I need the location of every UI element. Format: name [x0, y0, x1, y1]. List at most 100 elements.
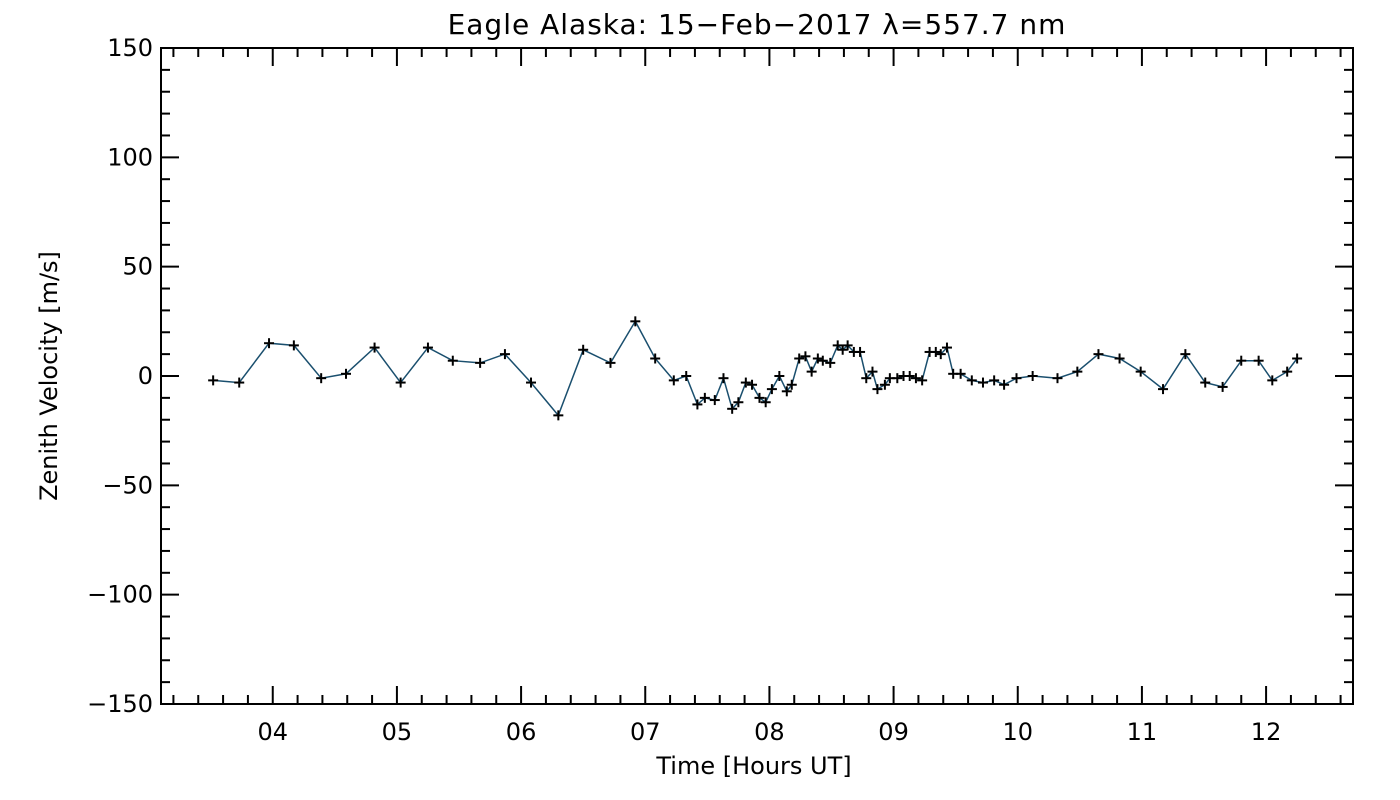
y-axis-label: Zenith Velocity [m/s] — [35, 251, 63, 501]
data-point — [1282, 366, 1293, 377]
data-point — [910, 373, 921, 384]
data-point — [526, 377, 537, 388]
data-point — [234, 377, 245, 388]
y-tick-label: 100 — [107, 143, 153, 171]
data-point — [832, 340, 843, 351]
data-point — [605, 357, 616, 368]
data-point — [812, 353, 823, 364]
data-point — [1052, 373, 1063, 384]
data-point — [709, 395, 720, 406]
data-point — [650, 353, 661, 364]
x-axis-label: Time [Hours UT] — [655, 752, 851, 780]
y-tick-label: 0 — [138, 362, 153, 390]
axis-ticks — [161, 47, 1353, 705]
data-point — [553, 410, 564, 421]
data-point — [1180, 349, 1191, 360]
data-point — [578, 344, 589, 355]
x-tick-label: 08 — [754, 718, 785, 746]
data-point — [861, 373, 872, 384]
plot-frame — [160, 47, 1354, 705]
data-point — [999, 379, 1010, 390]
data-point — [447, 355, 458, 366]
data-point — [733, 397, 744, 408]
data-point — [794, 353, 805, 364]
axis-tick-labels: −150 −100 −50 0 50 100 150 04 05 06 07 08 09 10 11 12 — [87, 34, 1281, 746]
data-point — [930, 346, 941, 357]
data-point — [1011, 373, 1022, 384]
data-point — [867, 366, 878, 377]
data-point — [668, 375, 679, 386]
data-point — [754, 392, 765, 403]
data-point — [786, 379, 797, 390]
data-point — [422, 342, 433, 353]
y-tick-label: 50 — [122, 253, 153, 281]
x-tick-label: 09 — [878, 718, 909, 746]
data-point — [288, 340, 299, 351]
data-point — [692, 399, 703, 410]
data-point — [1217, 381, 1228, 392]
data-point — [341, 368, 352, 379]
x-tick-label: 07 — [630, 718, 661, 746]
x-tick-label: 11 — [1127, 718, 1158, 746]
data-point — [872, 384, 883, 395]
data-point — [395, 377, 406, 388]
y-tick-label: −50 — [102, 471, 153, 499]
data-point — [1253, 355, 1264, 366]
data-point — [935, 349, 946, 360]
data-point — [904, 371, 915, 381]
data-point — [718, 373, 729, 384]
data-point — [1027, 371, 1038, 381]
data-point — [630, 316, 641, 327]
x-tick-label: 04 — [257, 718, 288, 746]
data-point — [208, 375, 219, 386]
data-point — [977, 377, 988, 388]
data-point — [475, 357, 486, 368]
chart-title: Eagle Alaska: 15−Feb−2017 λ=557.7 nm — [448, 8, 1067, 41]
x-tick-label: 06 — [506, 718, 537, 746]
data-point — [699, 392, 710, 403]
data-point — [760, 397, 771, 408]
y-tick-label: −150 — [87, 690, 153, 718]
data-point — [842, 340, 853, 351]
data-point — [264, 338, 275, 349]
data-point — [1267, 375, 1278, 386]
data-point — [817, 355, 828, 366]
x-tick-label: 12 — [1251, 718, 1282, 746]
data-point — [825, 357, 836, 368]
data-point — [879, 379, 890, 390]
data-point — [1158, 384, 1169, 395]
data-point — [747, 379, 758, 390]
data-point — [727, 403, 738, 414]
y-tick-label: −100 — [87, 581, 153, 609]
data-point — [781, 386, 792, 397]
data-point — [855, 346, 866, 357]
data-point — [917, 375, 928, 386]
data-point — [800, 351, 811, 362]
data-point — [1236, 355, 1247, 366]
data-point — [1292, 353, 1303, 364]
data-point — [806, 366, 817, 377]
data-point — [740, 377, 751, 388]
data-point — [955, 368, 966, 379]
x-tick-label: 05 — [382, 718, 413, 746]
data-point — [1200, 377, 1211, 388]
data-point — [1114, 353, 1125, 364]
data-point — [966, 375, 977, 386]
data-point — [837, 344, 848, 355]
data-point — [499, 349, 510, 360]
series-velocity — [208, 316, 1303, 421]
data-point — [774, 371, 785, 381]
series-line — [213, 319, 1298, 417]
data-point — [316, 373, 327, 384]
data-point — [892, 373, 903, 384]
data-point — [989, 375, 1000, 386]
data-point — [681, 371, 692, 381]
data-point — [766, 384, 777, 395]
data-point — [1072, 366, 1083, 377]
data-point — [1135, 366, 1146, 377]
data-point — [941, 342, 952, 353]
data-point — [1093, 349, 1104, 360]
data-point — [369, 342, 380, 353]
x-tick-label: 10 — [1002, 718, 1033, 746]
